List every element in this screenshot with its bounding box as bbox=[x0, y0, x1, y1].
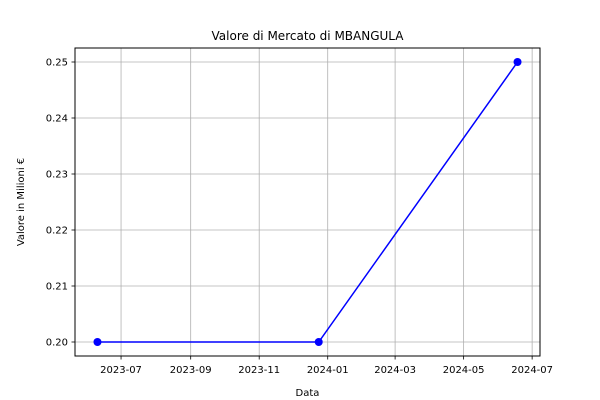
x-tick-label: 2024-05 bbox=[443, 365, 485, 376]
y-tick-label: 0.22 bbox=[46, 226, 68, 237]
data-point bbox=[314, 338, 323, 346]
y-tick-label: 0.24 bbox=[46, 114, 68, 125]
x-tick-label: 2024-01 bbox=[307, 365, 349, 376]
grid bbox=[75, 48, 540, 356]
data-point bbox=[93, 338, 102, 346]
x-tick-label: 2024-07 bbox=[511, 365, 553, 376]
y-tick-label: 0.23 bbox=[46, 170, 68, 181]
x-axis-label: Data bbox=[296, 388, 320, 399]
x-tick-label: 2024-03 bbox=[374, 365, 416, 376]
x-tick-label: 2023-09 bbox=[170, 365, 212, 376]
y-tick-label: 0.21 bbox=[46, 282, 68, 293]
chart-title: Valore di Mercato di MBANGULA bbox=[212, 29, 405, 43]
data-point bbox=[513, 58, 522, 66]
x-tick-label: 2023-11 bbox=[238, 365, 280, 376]
series-layer bbox=[93, 58, 522, 346]
x-tick-label: 2023-07 bbox=[100, 365, 142, 376]
plot-frame bbox=[74, 47, 541, 357]
y-axis-label: Valore in Milioni € bbox=[16, 158, 27, 246]
y-axis: 0.20 0.21 0.22 0.23 0.24 0.25 bbox=[46, 58, 75, 349]
x-axis: 2023-07 2023-09 2023-11 2024-01 2024-03 2024-… bbox=[100, 356, 553, 376]
y-tick-label: 0.25 bbox=[46, 58, 68, 69]
y-tick-label: 0.20 bbox=[46, 338, 68, 349]
